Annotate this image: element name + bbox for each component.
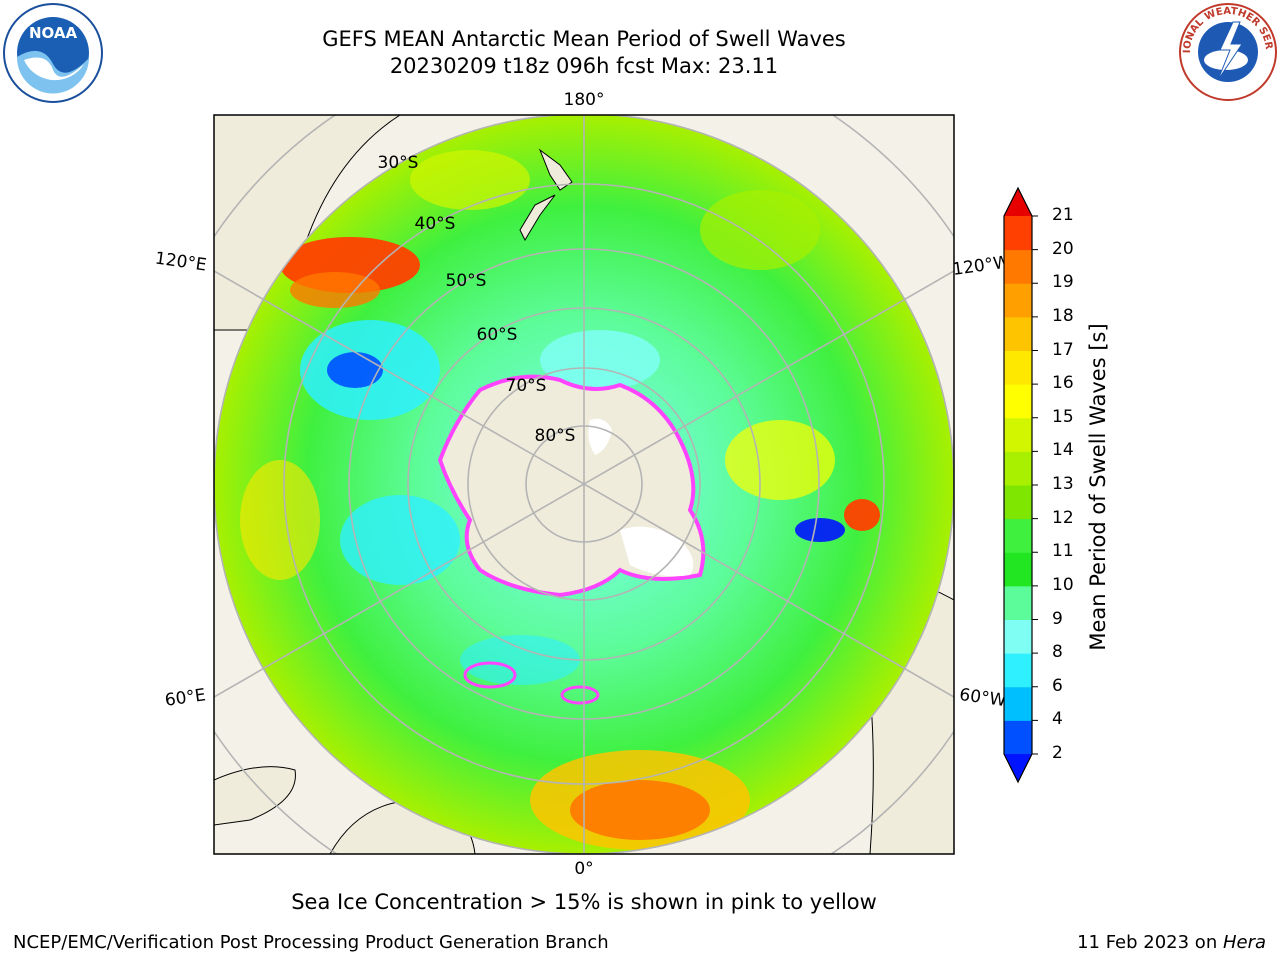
footer-date: 11 Feb 2023 on Hera <box>1077 932 1266 953</box>
colorbar-segment <box>1004 585 1032 620</box>
colorbar-segment <box>1004 552 1032 587</box>
colorbar-label: Mean Period of Swell Waves [s] <box>1086 323 1110 651</box>
colorbar-tick-label: 8 <box>1052 642 1063 663</box>
lat-label-50s: 50°S <box>446 271 487 291</box>
colorbar-tick-label: 14 <box>1052 440 1074 461</box>
sea-ice-patch <box>560 685 600 705</box>
colorbar-tick-label: 15 <box>1052 406 1074 427</box>
colorbar-segment <box>1004 720 1032 755</box>
colorbar-tick-label: 2 <box>1052 743 1063 763</box>
map-border <box>213 114 955 855</box>
graticule <box>214 115 954 854</box>
colorbar-segment <box>1004 417 1032 452</box>
colorbar-segment <box>1004 316 1032 351</box>
footer-credit: NCEP/EMC/Verification Post Processing Pr… <box>13 932 609 953</box>
colorbar-tick-label: 11 <box>1052 541 1074 562</box>
ice-shelf-weddell <box>620 526 694 577</box>
colorbar-tick-label: 4 <box>1052 709 1063 730</box>
land-new-zealand <box>519 148 573 242</box>
noaa-logo: NOAA <box>3 3 103 103</box>
colorbar-tick-label: 17 <box>1052 339 1074 360</box>
chart-title: GEFS MEAN Antarctic Mean Period of Swell… <box>322 27 846 51</box>
colorbar-tick-label: 18 <box>1052 305 1074 326</box>
colorbar-extend-low <box>1004 754 1032 782</box>
colorbar-tick-label: 16 <box>1052 373 1074 394</box>
ice-shelf-ross <box>588 418 612 455</box>
lon-label-60e: 60°E <box>164 685 207 710</box>
colorbar-segment <box>1004 216 1032 251</box>
lon-label-0: 0° <box>574 859 593 879</box>
footer-host: Hera <box>1222 932 1266 953</box>
colorbar <box>1003 186 1038 784</box>
lat-label-30s: 30°S <box>378 153 419 173</box>
colorbar-tick-label: 9 <box>1052 608 1063 629</box>
meridian-60e-120w <box>214 270 954 698</box>
colorbar-segment <box>1004 485 1032 520</box>
map-area <box>214 115 954 854</box>
lat-label-40s: 40°S <box>415 214 456 234</box>
footer-date-text: 11 Feb 2023 on <box>1077 932 1223 953</box>
land-madagascar <box>214 766 296 826</box>
lat-label-70s: 70°S <box>506 376 547 396</box>
noaa-logo-text: NOAA <box>29 24 78 42</box>
lon-label-180: 180° <box>564 90 605 110</box>
lon-label-120e: 120°E <box>154 249 208 276</box>
colorbar-segment <box>1004 619 1032 654</box>
colorbar-segment <box>1004 653 1032 688</box>
colorbar-tick-label: 20 <box>1052 238 1074 259</box>
colorbar-segment <box>1004 249 1032 284</box>
lat-label-60s: 60°S <box>477 325 518 345</box>
lon-label-120w: 120°W <box>951 252 1011 280</box>
colorbar-tick-label: 13 <box>1052 474 1074 494</box>
colorbar-tick-label: 10 <box>1052 574 1074 595</box>
sea-ice-caption: Sea Ice Concentration > 15% is shown in … <box>291 890 877 914</box>
lat-label-80s: 80°S <box>535 426 576 446</box>
colorbar-tick-label: 19 <box>1052 272 1074 293</box>
colorbar-segment <box>1004 518 1032 553</box>
colorbar-segment <box>1004 451 1032 486</box>
colorbar-segment <box>1004 686 1032 721</box>
colorbar-tick-label: 12 <box>1052 507 1074 528</box>
colorbar-tick-label: 6 <box>1052 675 1063 696</box>
chart-subtitle: 20230209 t18z 096h fcst Max: 23.11 <box>389 54 779 78</box>
lon-label-60w: 60°W <box>958 685 1007 711</box>
nws-logo: NATIONAL WEATHER SERVICE <box>1178 2 1277 101</box>
colorbar-segment <box>1004 283 1032 318</box>
colorbar-segment <box>1004 350 1032 385</box>
sea-ice-patch <box>463 661 517 689</box>
colorbar-tick-label: 21 <box>1052 205 1074 225</box>
colorbar-segment <box>1004 384 1032 419</box>
colorbar-extend-high <box>1004 188 1032 216</box>
